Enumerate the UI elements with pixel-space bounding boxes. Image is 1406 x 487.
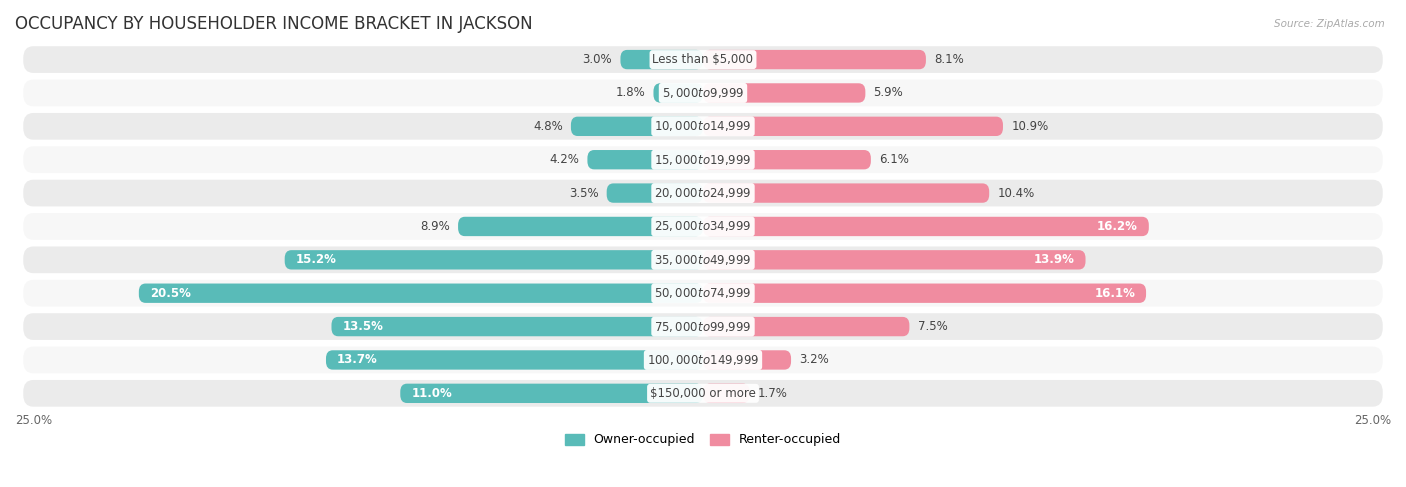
Text: $25,000 to $34,999: $25,000 to $34,999 bbox=[654, 220, 752, 233]
FancyBboxPatch shape bbox=[24, 280, 1382, 306]
Text: 20.5%: 20.5% bbox=[150, 287, 191, 300]
FancyBboxPatch shape bbox=[24, 246, 1382, 273]
FancyBboxPatch shape bbox=[24, 46, 1382, 73]
FancyBboxPatch shape bbox=[703, 117, 1002, 136]
FancyBboxPatch shape bbox=[24, 79, 1382, 106]
FancyBboxPatch shape bbox=[703, 184, 990, 203]
Text: 13.9%: 13.9% bbox=[1033, 253, 1074, 266]
Text: 10.4%: 10.4% bbox=[997, 187, 1035, 200]
FancyBboxPatch shape bbox=[24, 313, 1382, 340]
Legend: Owner-occupied, Renter-occupied: Owner-occupied, Renter-occupied bbox=[560, 429, 846, 451]
Text: 11.0%: 11.0% bbox=[412, 387, 453, 400]
Text: $150,000 or more: $150,000 or more bbox=[650, 387, 756, 400]
FancyBboxPatch shape bbox=[284, 250, 703, 269]
Text: OCCUPANCY BY HOUSEHOLDER INCOME BRACKET IN JACKSON: OCCUPANCY BY HOUSEHOLDER INCOME BRACKET … bbox=[15, 15, 533, 33]
Text: $50,000 to $74,999: $50,000 to $74,999 bbox=[654, 286, 752, 300]
Text: $5,000 to $9,999: $5,000 to $9,999 bbox=[662, 86, 744, 100]
FancyBboxPatch shape bbox=[606, 184, 703, 203]
Text: 1.7%: 1.7% bbox=[758, 387, 787, 400]
FancyBboxPatch shape bbox=[703, 283, 1146, 303]
Text: 1.8%: 1.8% bbox=[616, 87, 645, 99]
Text: 8.1%: 8.1% bbox=[934, 53, 965, 66]
Text: 3.5%: 3.5% bbox=[569, 187, 599, 200]
Text: 3.0%: 3.0% bbox=[582, 53, 612, 66]
Text: 16.2%: 16.2% bbox=[1097, 220, 1137, 233]
FancyBboxPatch shape bbox=[24, 180, 1382, 206]
Text: 13.7%: 13.7% bbox=[337, 354, 378, 366]
Text: 10.9%: 10.9% bbox=[1011, 120, 1049, 133]
FancyBboxPatch shape bbox=[703, 250, 1085, 269]
FancyBboxPatch shape bbox=[458, 217, 703, 236]
Text: $10,000 to $14,999: $10,000 to $14,999 bbox=[654, 119, 752, 133]
FancyBboxPatch shape bbox=[620, 50, 703, 69]
FancyBboxPatch shape bbox=[703, 83, 865, 103]
Text: 7.5%: 7.5% bbox=[918, 320, 948, 333]
Text: Less than $5,000: Less than $5,000 bbox=[652, 53, 754, 66]
Text: $75,000 to $99,999: $75,000 to $99,999 bbox=[654, 319, 752, 334]
FancyBboxPatch shape bbox=[326, 350, 703, 370]
FancyBboxPatch shape bbox=[24, 113, 1382, 140]
Text: 4.2%: 4.2% bbox=[550, 153, 579, 166]
Text: 4.8%: 4.8% bbox=[533, 120, 562, 133]
Text: 13.5%: 13.5% bbox=[343, 320, 384, 333]
FancyBboxPatch shape bbox=[703, 217, 1149, 236]
Text: 8.9%: 8.9% bbox=[420, 220, 450, 233]
FancyBboxPatch shape bbox=[703, 150, 870, 169]
Text: $20,000 to $24,999: $20,000 to $24,999 bbox=[654, 186, 752, 200]
FancyBboxPatch shape bbox=[654, 83, 703, 103]
FancyBboxPatch shape bbox=[24, 213, 1382, 240]
Text: $100,000 to $149,999: $100,000 to $149,999 bbox=[647, 353, 759, 367]
FancyBboxPatch shape bbox=[401, 384, 703, 403]
Text: 15.2%: 15.2% bbox=[295, 253, 336, 266]
FancyBboxPatch shape bbox=[703, 50, 927, 69]
FancyBboxPatch shape bbox=[588, 150, 703, 169]
Text: 16.1%: 16.1% bbox=[1094, 287, 1135, 300]
FancyBboxPatch shape bbox=[332, 317, 703, 336]
FancyBboxPatch shape bbox=[24, 380, 1382, 407]
FancyBboxPatch shape bbox=[703, 317, 910, 336]
Text: 25.0%: 25.0% bbox=[1354, 414, 1391, 427]
FancyBboxPatch shape bbox=[571, 117, 703, 136]
FancyBboxPatch shape bbox=[24, 147, 1382, 173]
Text: $15,000 to $19,999: $15,000 to $19,999 bbox=[654, 153, 752, 167]
FancyBboxPatch shape bbox=[703, 350, 792, 370]
FancyBboxPatch shape bbox=[24, 347, 1382, 374]
Text: 5.9%: 5.9% bbox=[873, 87, 904, 99]
Text: Source: ZipAtlas.com: Source: ZipAtlas.com bbox=[1274, 19, 1385, 30]
Text: 3.2%: 3.2% bbox=[800, 354, 830, 366]
FancyBboxPatch shape bbox=[703, 384, 749, 403]
Text: $35,000 to $49,999: $35,000 to $49,999 bbox=[654, 253, 752, 267]
FancyBboxPatch shape bbox=[139, 283, 703, 303]
Text: 6.1%: 6.1% bbox=[879, 153, 910, 166]
Text: 25.0%: 25.0% bbox=[15, 414, 52, 427]
